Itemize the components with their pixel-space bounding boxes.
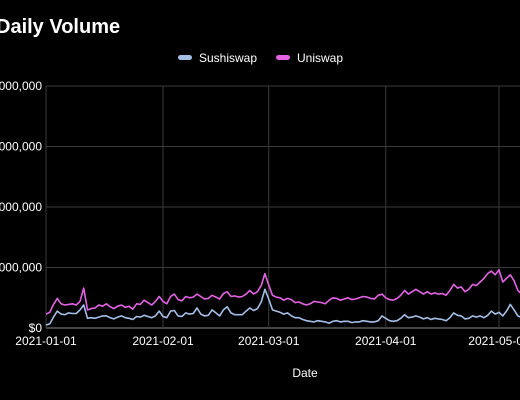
y-tick-label: $1,000,000,000	[0, 261, 42, 275]
series-line-uniswap	[45, 269, 520, 315]
y-tick-label: $2,000,000,000	[0, 200, 42, 214]
y-tick-label: $4,000,000,000	[0, 79, 42, 93]
x-axis-ticks: 2021-01-01 2021-02-01 2021-03-01 2021-04-01…	[15, 334, 520, 348]
legend-swatch-sushiswap	[178, 55, 192, 60]
grid-lines	[45, 85, 520, 329]
x-axis-title: Date	[292, 366, 318, 380]
legend-label-uniswap: Uniswap	[297, 51, 343, 65]
x-tick-label: 2021-03-01	[238, 334, 300, 348]
x-tick-label: 2021-02-01	[132, 334, 194, 348]
chart-title: Daily Volume	[0, 16, 121, 38]
series-lines	[45, 269, 520, 326]
x-tick-label: 2021-01-01	[15, 334, 77, 348]
legend-swatch-uniswap	[276, 55, 290, 60]
series-line-sushiswap	[45, 288, 520, 326]
legend-label-sushiswap: Sushiswap	[199, 51, 257, 65]
x-tick-label: 2021-04-01	[355, 334, 417, 348]
legend: Sushiswap Uniswap	[178, 51, 343, 65]
x-tick-label: 2021-05-01	[468, 334, 520, 348]
y-tick-label: $3,000,000,000	[0, 140, 42, 154]
y-tick-label: $0	[29, 321, 43, 335]
y-axis-ticks: $0 $1,000,000,000 $2,000,000,000 $3,000,000…	[0, 79, 42, 335]
